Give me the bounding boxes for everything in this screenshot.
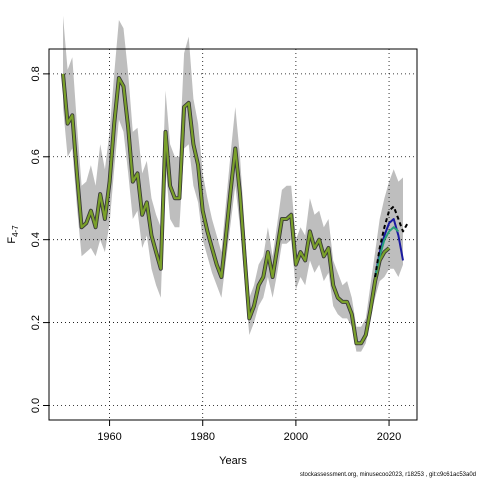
retro-line (374, 226, 400, 278)
y-tick-label: 0.4 (30, 232, 42, 247)
series-lines-layer (61, 73, 409, 346)
y-axis-title: F4-7 (6, 225, 20, 244)
retro-line (374, 218, 404, 278)
plot-frame (48, 48, 418, 421)
x-tick-label: 1960 (97, 431, 121, 443)
footer-credit: stockassessment.org, minusecoo2023, r182… (299, 472, 476, 478)
y-axis-title-main: F (6, 237, 18, 244)
ticks-layer: 1960 1980 2000 2020 0.0 0.2 0.4 0.6 0.8 (30, 66, 401, 443)
y-tick-label: 0.0 (30, 398, 42, 413)
y-tick-label: 0.6 (30, 149, 42, 164)
y-tick-label: 0.8 (30, 66, 42, 81)
y-axis-title-subscript: 4-7 (11, 225, 20, 237)
x-axis-title: Years (219, 455, 247, 467)
retro-line-dashed (374, 205, 409, 278)
x-tick-label: 2000 (284, 431, 308, 443)
x-tick-label: 1980 (190, 431, 214, 443)
series-line (61, 73, 390, 345)
y-tick-label: 0.2 (30, 315, 42, 330)
x-tick-label: 2020 (377, 431, 401, 443)
